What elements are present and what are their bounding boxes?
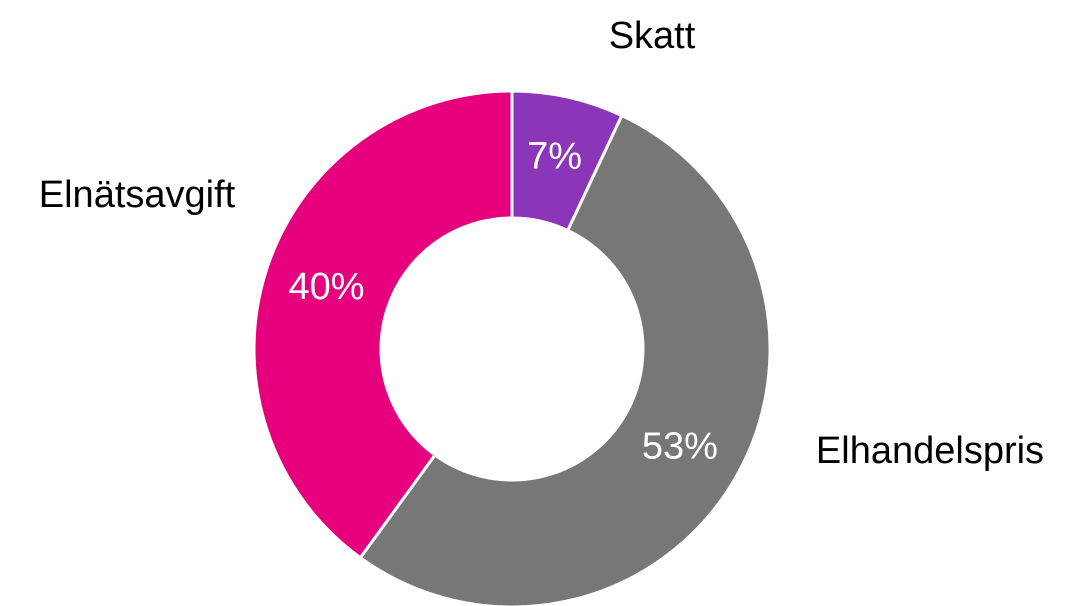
- data-label: 40%: [289, 266, 365, 308]
- slice: [252, 89, 514, 560]
- data-label: 7%: [527, 136, 582, 178]
- category-label: Elhandelspris: [816, 430, 1044, 472]
- data-label: 53%: [642, 425, 718, 467]
- slice: [358, 113, 772, 606]
- category-label: Elnätsavgift: [39, 174, 236, 216]
- category-label: Skatt: [609, 15, 696, 57]
